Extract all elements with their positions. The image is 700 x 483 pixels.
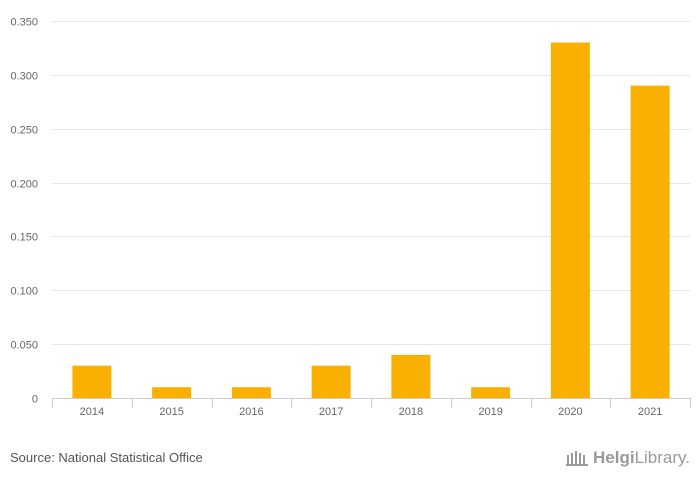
- y-tick-label: 0.350: [10, 17, 38, 29]
- bar-2015: [152, 387, 192, 398]
- y-tick-label: 0.050: [10, 340, 38, 352]
- x-tick-label-2014: 2014: [80, 406, 104, 418]
- y-tick-label: 0.250: [10, 125, 38, 137]
- bar-2021: [630, 85, 670, 398]
- bar-2020: [550, 42, 590, 399]
- helgi-library-logo: HelgiLibrary.: [565, 448, 690, 468]
- bar-2016: [231, 387, 271, 398]
- bar-chart: 0 0.050 0.100 0.150 0.200 0.250 0.300 0.350 201…: [10, 17, 691, 418]
- source-note: Source: National Statistical Office: [10, 450, 203, 465]
- y-axis-ticks: 0 0.050 0.100 0.150 0.200 0.250 0.300 0.350: [10, 17, 38, 406]
- x-axis: [52, 398, 691, 408]
- bar-2019: [471, 387, 511, 398]
- logo-text-helgi: Helgi: [593, 448, 635, 467]
- x-tick-label-2021: 2021: [638, 406, 662, 418]
- y-tick-label: 0.100: [10, 286, 38, 298]
- y-tick-label: 0.200: [10, 179, 38, 191]
- bar-2014: [72, 365, 112, 398]
- library-building-icon: [566, 451, 588, 466]
- grid-lines: [52, 21, 690, 345]
- x-tick-label-2020: 2020: [558, 406, 582, 418]
- bar-2018: [391, 354, 431, 398]
- x-tick-label-2017: 2017: [319, 406, 343, 418]
- x-tick-label-2018: 2018: [399, 406, 423, 418]
- x-tick-label-2016: 2016: [239, 406, 263, 418]
- bars: [72, 42, 670, 399]
- y-tick-label: 0: [32, 394, 38, 406]
- x-tick-label-2019: 2019: [478, 406, 502, 418]
- x-tick-label-2015: 2015: [159, 406, 183, 418]
- logo-text-library: Library.: [634, 448, 690, 467]
- bar-2017: [311, 365, 351, 398]
- y-tick-label: 0.300: [10, 71, 38, 83]
- y-tick-label: 0.150: [10, 232, 38, 244]
- x-axis-ticks: 2014 2015 2016 2017 2018 2019 2020 2021: [80, 406, 663, 418]
